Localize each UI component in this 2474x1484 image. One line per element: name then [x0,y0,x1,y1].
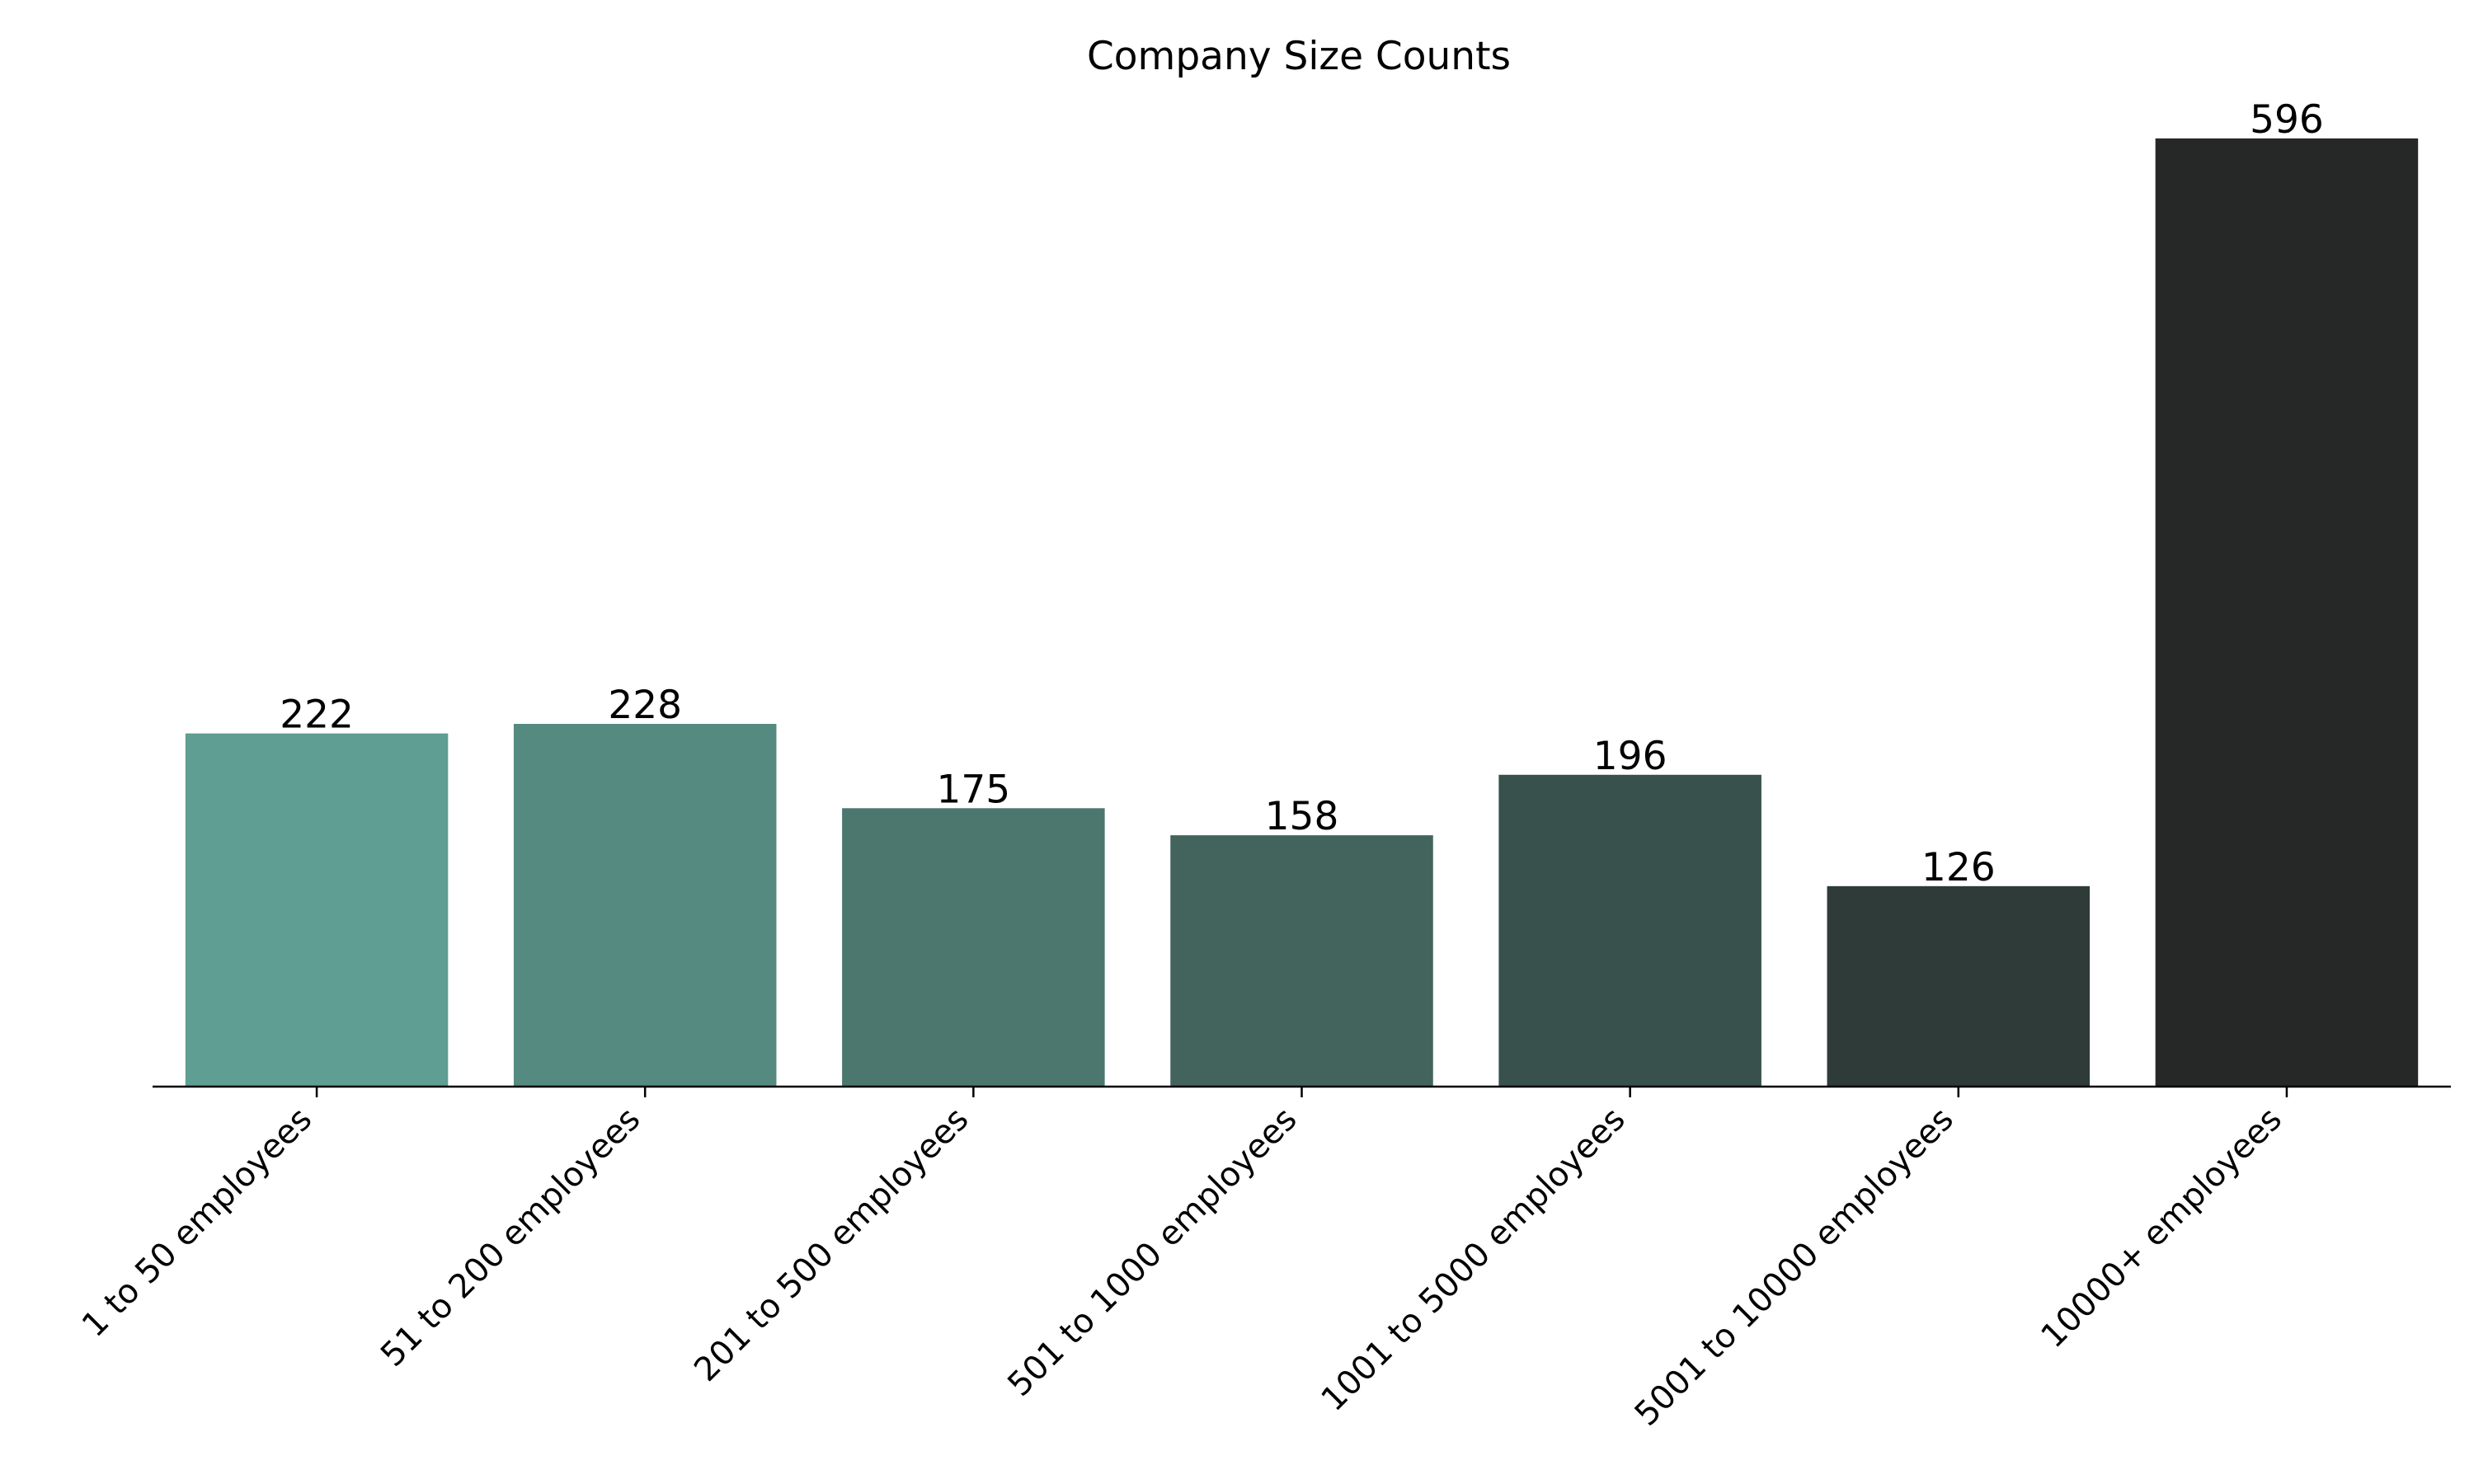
x-tick-label-2: 51 to 200 employees [374,1101,647,1374]
bar-value-label-3: 175 [936,767,1010,812]
x-tick-label-3: 201 to 500 employees [687,1101,976,1389]
bar-5 [1498,774,1761,1087]
chart-title: Company Size Counts [1087,34,1511,79]
bars-group [185,138,2419,1087]
x-tick-label-1: 1 to 50 employees [75,1101,319,1345]
bar-value-label-5: 196 [1593,734,1667,779]
bar-value-label-2: 228 [608,683,682,728]
bar-6 [1827,885,2091,1087]
bar-value-label-1: 222 [280,693,354,738]
x-tick-label-4: 501 to 1000 employees [1000,1101,1304,1404]
bar-2 [513,724,777,1087]
bar-7 [2155,138,2419,1087]
bar-4 [1170,835,1433,1087]
bar-1 [185,733,449,1087]
bar-value-label-4: 158 [1265,794,1339,839]
value-labels-group: 222 228 175 158 196 126 596 [280,97,2324,890]
x-tick-label-5: 1001 to 5000 employees [1315,1101,1633,1419]
x-tick-label-6: 5001 to 10000 employees [1628,1101,1961,1434]
bar-3 [842,808,1105,1087]
bar-value-label-6: 126 [1921,845,1996,890]
x-tick-label-7: 10000+ employees [2034,1101,2289,1356]
x-ticks-group: 1 to 50 employees 51 to 200 employees 201 … [75,1087,2289,1434]
bar-value-label-7: 596 [2250,97,2324,143]
